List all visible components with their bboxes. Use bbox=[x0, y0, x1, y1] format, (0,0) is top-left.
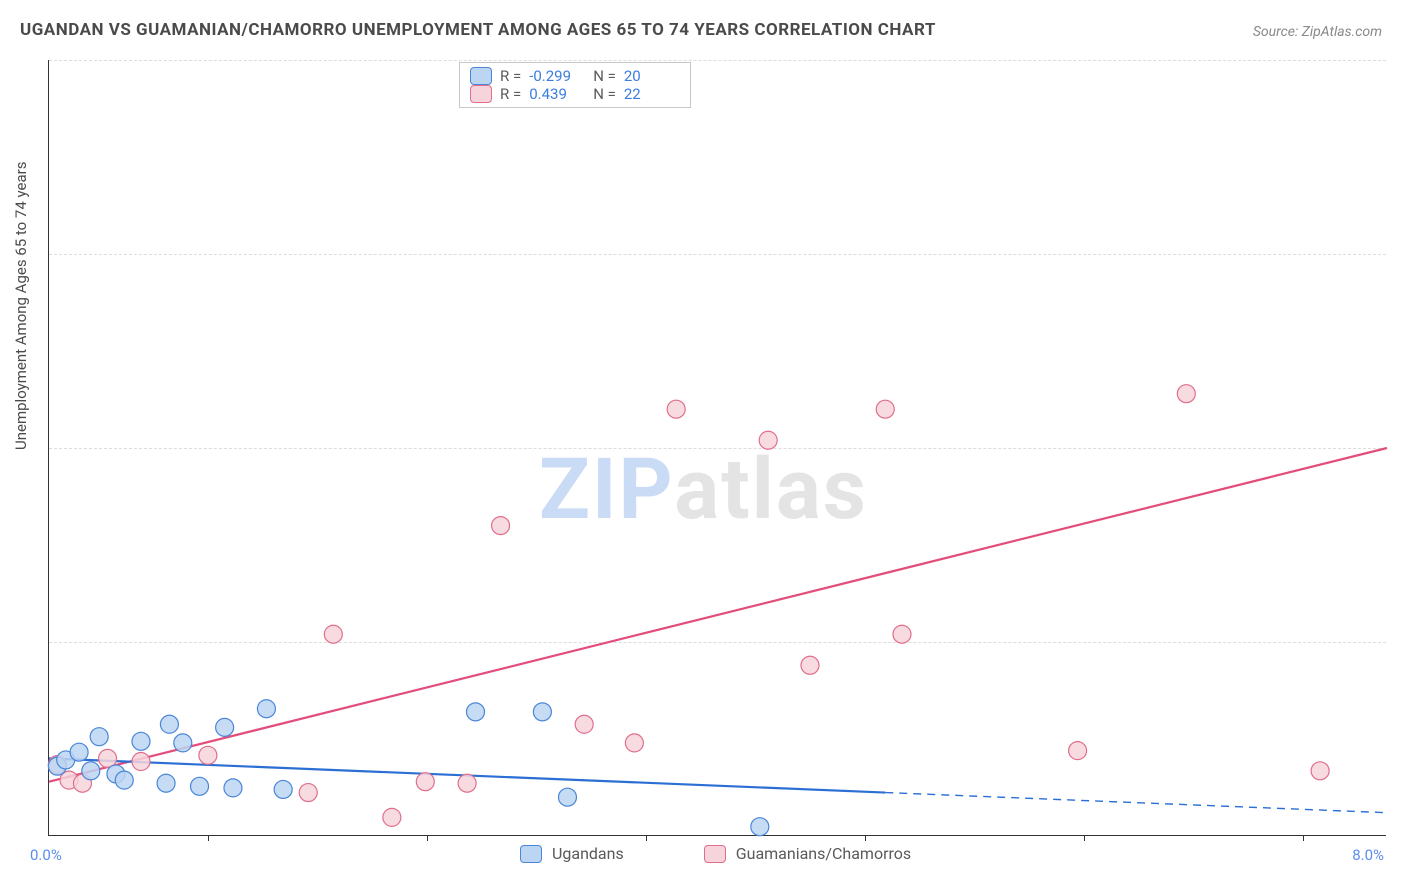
legend-label: Guamanians/Chamorros bbox=[736, 844, 911, 863]
n-value: 20 bbox=[624, 67, 680, 85]
stats-row: R = 0.439 N = 22 bbox=[470, 85, 680, 103]
scatter-svg bbox=[49, 60, 1386, 835]
r-value: 0.439 bbox=[529, 85, 585, 103]
chart-plot-area: ZIPatlas R =-0.299N =20R =0.439N =22 12.… bbox=[48, 60, 1386, 836]
legend-bottom: Ugandans Guamanians/Chamorros bbox=[520, 844, 911, 863]
chart-title: UGANDAN VS GUAMANIAN/CHAMORRO UNEMPLOYME… bbox=[20, 20, 936, 40]
y-tick-label: 37.5% bbox=[1395, 245, 1406, 263]
source-attribution: Source: ZipAtlas.com bbox=[1253, 24, 1382, 40]
y-axis-label: Unemployment Among Ages 65 to 74 years bbox=[12, 162, 30, 450]
r-label: R = bbox=[500, 67, 521, 85]
n-label: N = bbox=[593, 67, 616, 85]
legend-item: Ugandans bbox=[520, 844, 624, 863]
series-swatch bbox=[470, 67, 492, 85]
y-tick-label: 25.0% bbox=[1395, 439, 1406, 457]
n-label: N = bbox=[593, 85, 616, 103]
x-origin-label: 0.0% bbox=[30, 846, 62, 864]
legend-item: Guamanians/Chamorros bbox=[704, 844, 911, 863]
y-tick-label: 50.0% bbox=[1395, 51, 1406, 69]
r-value: -0.299 bbox=[529, 67, 585, 85]
y-tick-label: 12.5% bbox=[1395, 633, 1406, 651]
r-label: R = bbox=[500, 85, 521, 103]
stats-legend-box: R = -0.299 N = 20 R = 0.439 N = 22 bbox=[459, 62, 691, 108]
x-right-label: 8.0% bbox=[1352, 846, 1384, 864]
legend-label: Ugandans bbox=[552, 844, 624, 863]
legend-swatch bbox=[704, 845, 726, 863]
n-value: 22 bbox=[624, 85, 680, 103]
stats-row: R = -0.299 N = 20 bbox=[470, 67, 680, 85]
series-swatch bbox=[470, 85, 492, 103]
legend-swatch bbox=[520, 845, 542, 863]
